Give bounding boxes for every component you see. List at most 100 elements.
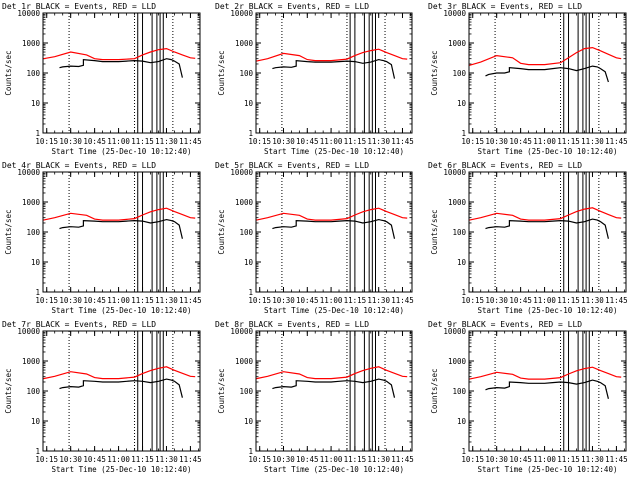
y-tick-label: 1: [35, 129, 40, 138]
y-tick-label: 1: [35, 288, 40, 297]
y-tick-label: 1000: [22, 198, 41, 207]
panel-title: Det 7r BLACK = Events, RED = LLD: [2, 320, 156, 329]
y-tick-label: 10: [31, 417, 41, 426]
x-tick-label: 11:30: [581, 296, 604, 305]
x-tick-label: 11:15: [557, 137, 580, 146]
y-axis-label: Counts/sec: [217, 50, 226, 95]
y-tick-label: 1: [248, 288, 253, 297]
panel-det-3: Det 3r BLACK = Events, RED = LLD 1 10 100 10…: [428, 2, 628, 156]
y-tick-label: 10: [457, 417, 467, 426]
x-tick-label: 11:00: [533, 296, 556, 305]
panel-title: Det 8r BLACK = Events, RED = LLD: [215, 320, 369, 329]
x-axis-label: Start Time (25-Dec-10 10:12:40): [264, 147, 404, 156]
x-axis-label: Start Time (25-Dec-10 10:12:40): [478, 147, 618, 156]
y-axis-label: Counts/sec: [430, 209, 439, 254]
y-axis-label: Counts/sec: [217, 368, 226, 413]
x-axis-label: Start Time (25-Dec-10 10:12:40): [52, 147, 192, 156]
y-tick-label: 10000: [230, 168, 253, 177]
x-tick-label: 11:15: [344, 296, 367, 305]
y-tick-label: 1: [248, 129, 253, 138]
x-axis-label: Start Time (25-Dec-10 10:12:40): [264, 306, 404, 315]
series-lld-line: [469, 366, 622, 380]
x-tick-label: 10:30: [272, 296, 295, 305]
x-tick-label: 11:15: [557, 296, 580, 305]
x-tick-label: 11:15: [131, 296, 154, 305]
x-tick-label: 10:45: [83, 455, 106, 464]
y-tick-label: 1: [248, 447, 253, 456]
x-tick-label: 11:00: [320, 137, 343, 146]
x-tick-label: 11:15: [557, 455, 580, 464]
x-tick-label: 10:15: [248, 137, 271, 146]
x-tick-label: 10:15: [461, 296, 484, 305]
plot-frame: [255, 12, 413, 134]
x-tick-label: 11:00: [107, 137, 130, 146]
x-tick-label: 10:15: [35, 455, 58, 464]
y-tick-label: 1000: [448, 39, 467, 48]
x-tick-label: 10:15: [248, 455, 271, 464]
y-tick-label: 10: [244, 99, 254, 108]
x-tick-label: 11:30: [367, 296, 390, 305]
series-events-line: [485, 65, 609, 83]
x-tick-label: 11:15: [344, 455, 367, 464]
x-tick-label: 11:45: [391, 296, 414, 305]
x-axis-label: Start Time (25-Dec-10 10:12:40): [264, 465, 404, 474]
x-tick-label: 10:15: [248, 296, 271, 305]
x-tick-label: 11:30: [155, 137, 178, 146]
y-tick-label: 10: [244, 258, 254, 267]
series-events-line: [59, 58, 183, 78]
y-tick-label: 1000: [448, 357, 467, 366]
y-tick-label: 1000: [22, 39, 41, 48]
panel-title: Det 3r BLACK = Events, RED = LLD: [428, 2, 582, 11]
plot-frame: [468, 171, 627, 293]
x-axis-label: Start Time (25-Dec-10 10:12:40): [52, 306, 192, 315]
y-tick-label: 10: [31, 99, 41, 108]
y-tick-label: 100: [239, 69, 253, 78]
panel-det-2: Det 2r BLACK = Events, RED = LLD 1 10 100 10…: [215, 2, 414, 156]
x-tick-label: 10:45: [509, 455, 532, 464]
x-tick-label: 11:00: [320, 455, 343, 464]
y-tick-label: 10000: [17, 9, 40, 18]
x-tick-label: 11:30: [155, 296, 178, 305]
panel-det-4: Det 4r BLACK = Events, RED = LLD 1 10 100 10…: [2, 161, 202, 315]
x-tick-label: 11:00: [320, 296, 343, 305]
panel-det-5: Det 5r BLACK = Events, RED = LLD 1 10 100 10…: [215, 161, 414, 315]
x-tick-label: 11:00: [533, 455, 556, 464]
series-lld-line: [256, 48, 408, 62]
x-tick-label: 10:30: [59, 137, 82, 146]
series-events-line: [272, 378, 396, 398]
plot-frame: [255, 330, 413, 452]
series-lld-line: [256, 207, 408, 221]
x-tick-label: 10:45: [509, 137, 532, 146]
y-axis-label: Counts/sec: [430, 50, 439, 95]
y-tick-label: 10000: [443, 327, 466, 336]
x-tick-label: 11:30: [367, 137, 390, 146]
x-tick-label: 11:45: [391, 455, 414, 464]
x-tick-label: 11:00: [107, 455, 130, 464]
panel-title: Det 1r BLACK = Events, RED = LLD: [2, 2, 156, 11]
y-tick-label: 100: [452, 387, 466, 396]
x-tick-label: 10:30: [485, 296, 508, 305]
series-events-line: [272, 218, 396, 239]
y-tick-label: 10000: [230, 327, 253, 336]
y-tick-label: 100: [452, 69, 466, 78]
panel-det-6: Det 6r BLACK = Events, RED = LLD 1 10 100 10…: [428, 161, 628, 315]
x-tick-label: 10:30: [59, 455, 82, 464]
x-tick-label: 10:45: [296, 296, 319, 305]
x-tick-label: 11:30: [581, 455, 604, 464]
y-tick-label: 100: [26, 387, 40, 396]
plot-frame: [468, 330, 627, 452]
y-axis-label: Counts/sec: [4, 368, 13, 413]
series-lld-line: [256, 366, 408, 380]
x-tick-label: 11:30: [155, 455, 178, 464]
x-tick-label: 10:15: [461, 455, 484, 464]
y-tick-label: 10000: [17, 168, 40, 177]
panel-det-8: Det 8r BLACK = Events, RED = LLD 1 10 100 10…: [215, 320, 414, 474]
series-lld-line: [469, 46, 622, 66]
y-tick-label: 1: [461, 288, 466, 297]
series-events-line: [485, 218, 609, 239]
panel-det-1: Det 1r BLACK = Events, RED = LLD 1 10 100 10…: [2, 2, 202, 156]
y-tick-label: 100: [239, 387, 253, 396]
y-tick-label: 10000: [230, 9, 253, 18]
x-tick-label: 10:45: [296, 455, 319, 464]
